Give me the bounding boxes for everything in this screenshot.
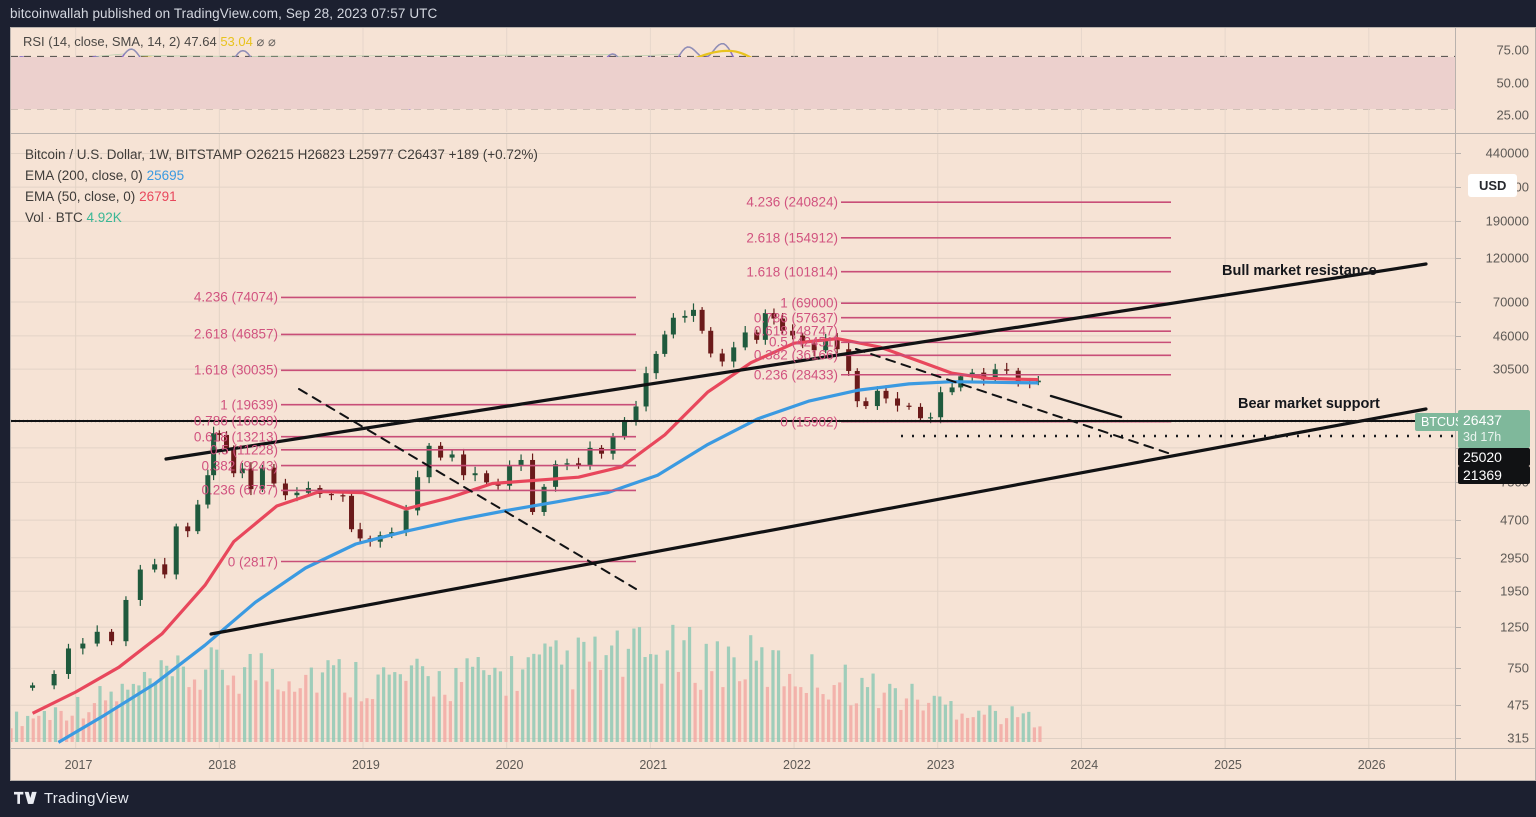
price-axis-label: 475: [1507, 697, 1529, 713]
time-axis-label: 2026: [1357, 758, 1386, 772]
rsi-axis-label: 75.00: [1496, 42, 1529, 58]
fib-level-label: 0 (2817): [227, 554, 278, 569]
fib-level-label: 0.5 (11228): [209, 442, 278, 458]
fib-level-label: 0.382 (9243): [201, 458, 278, 474]
fib-level-label: 0.382 (36166): [753, 347, 838, 363]
price-axis-tick: [1456, 705, 1461, 707]
price-axis-tick: [1456, 335, 1461, 337]
price-axis-label: 46000: [1492, 328, 1529, 344]
rsi-pane[interactable]: RSI (14, close, SMA, 14, 2) 47.64 53.04 …: [10, 27, 1456, 133]
price-axis-label: 120000: [1485, 250, 1529, 266]
rsi-axis-label: 25.00: [1496, 107, 1529, 123]
time-axis-label: 2024: [1070, 758, 1099, 772]
price-plot: [11, 134, 1455, 748]
time-axis-label: 2025: [1214, 758, 1242, 772]
level-badge-a: 25020: [1458, 448, 1530, 466]
currency-badge[interactable]: USD: [1468, 174, 1518, 197]
chart-frame: RSI (14, close, SMA, 14, 2) 47.64 53.04 …: [10, 27, 1536, 781]
price-axis-label: 4700: [1500, 512, 1529, 528]
level-badge-b: 21369: [1458, 466, 1530, 484]
fib-level-label: 0.618 (48747): [753, 323, 838, 339]
fib-level-label: 0.786 (57637): [753, 310, 838, 326]
price-axis-tick: [1456, 187, 1461, 189]
fib-level-label: 1.618 (101814): [746, 264, 838, 280]
publisher-bar: bitcoinwallah published on TradingView.c…: [0, 0, 1536, 27]
price-axis-label: 1950: [1500, 583, 1529, 599]
price-axis-label: 1250: [1500, 619, 1529, 635]
bar-countdown: 3d 17h: [1463, 430, 1502, 444]
fib-level-label: 2.618 (154912): [746, 230, 838, 246]
price-axis-tick: [1456, 591, 1461, 593]
chart-annotation: Bull market resistance: [1222, 263, 1377, 279]
rsi-axis-label: 50.00: [1496, 75, 1529, 91]
rsi-price-axis[interactable]: 75.00 50.00 25.00: [1456, 27, 1536, 133]
time-axis-label: 2022: [783, 758, 811, 772]
fib-level-label: 1 (69000): [780, 295, 838, 311]
price-axis-label: 30500: [1492, 361, 1529, 377]
tradingview-logo-icon: [14, 791, 37, 804]
fib-level-label: 1 (19639): [220, 397, 278, 413]
price-axis-tick: [1456, 738, 1461, 740]
price-axis-tick: [1456, 627, 1461, 629]
price-axis-label: 440000: [1485, 145, 1529, 161]
last-price-value: 26437: [1463, 412, 1502, 428]
price-axis-tick: [1456, 520, 1461, 522]
price-axis-tick: [1456, 668, 1461, 670]
time-axis-label: 2019: [351, 758, 380, 772]
fib-level-label: 0.236 (6787): [201, 482, 278, 498]
price-axis-tick: [1456, 221, 1461, 223]
price-axis-label: 2950: [1500, 550, 1529, 566]
price-axis-tick: [1456, 557, 1461, 559]
price-axis-label: 70000: [1492, 294, 1529, 310]
fib-level-label: 1.618 (30035): [193, 362, 278, 378]
price-axis-label: 750: [1507, 660, 1529, 676]
fib-level-label: 2.618 (46857): [193, 326, 278, 342]
fib-level-label: 4.236 (240824): [746, 194, 838, 210]
footer-bar: TradingView: [0, 781, 1536, 817]
last-price-badge: 26437 3d 17h: [1458, 410, 1530, 448]
price-axis-tick: [1456, 258, 1461, 260]
time-axis[interactable]: 2017 2018 2019 2020 2021 2022 2023 2024 2025 2026: [10, 749, 1456, 781]
fib-level-label: 0 (15902): [780, 414, 838, 430]
price-axis-tick: [1456, 153, 1461, 155]
price-axis-tick: [1456, 369, 1461, 371]
fib-level-label: 0.786 (16039): [193, 413, 278, 429]
axis-corner: [1456, 749, 1536, 781]
time-axis-label: 2020: [495, 758, 524, 772]
rsi-overbought-oversold-band: [11, 56, 1455, 109]
price-axis-tick: [1456, 301, 1461, 303]
fib-level-label: 0.5 (42451): [768, 334, 838, 350]
time-axis-label: 2018: [208, 758, 237, 772]
time-axis-label: 2023: [926, 758, 955, 772]
fib-level-label: 4.236 (74074): [193, 289, 278, 305]
tradingview-wordmark: TradingView: [44, 790, 129, 807]
price-axis-label: 190000: [1485, 213, 1529, 229]
fib-level-label: 0.618 (13213): [193, 429, 278, 445]
chart-annotation: Bear market support: [1238, 396, 1380, 412]
time-axis-label: 2017: [64, 758, 93, 772]
price-axis-label: 315: [1507, 730, 1529, 746]
time-axis-label: 2021: [639, 758, 668, 772]
fib-level-label: 0.236 (28433): [753, 367, 838, 383]
